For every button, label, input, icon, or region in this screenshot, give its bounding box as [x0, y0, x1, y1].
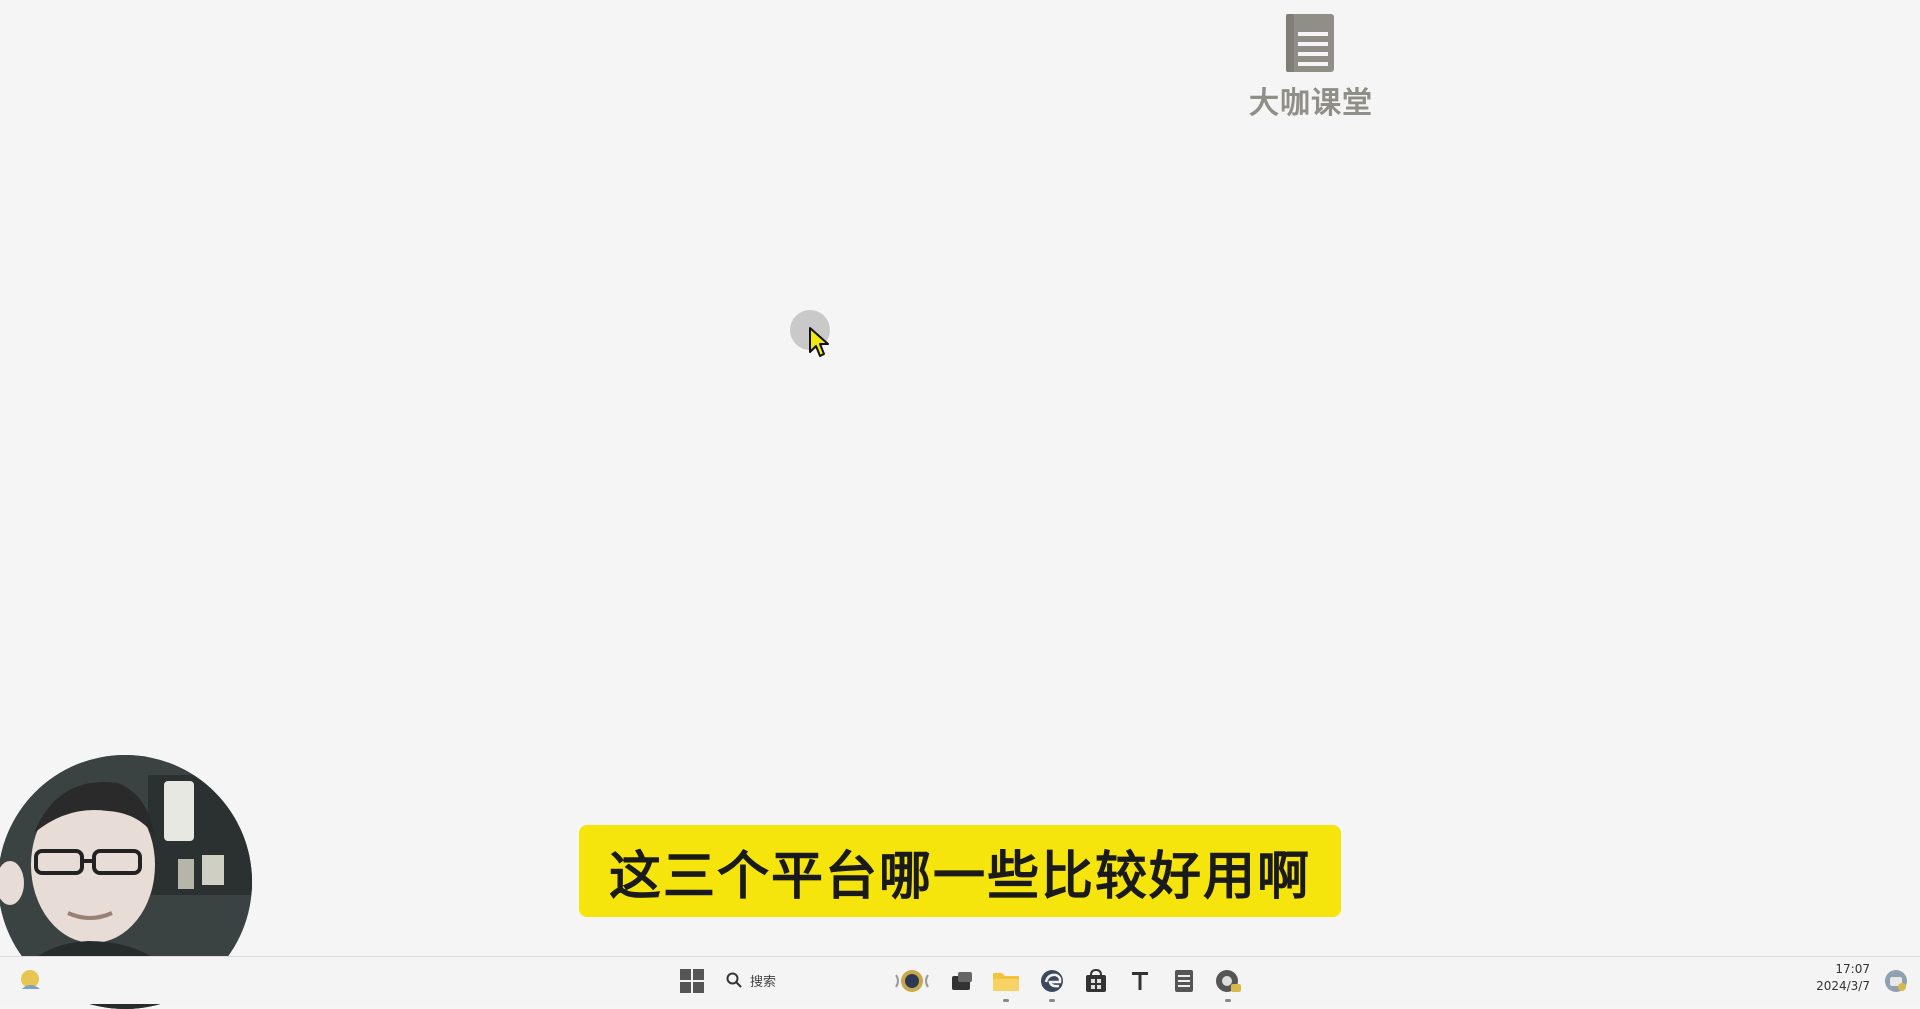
task-view-button[interactable] [946, 965, 978, 997]
clock-time: 17:07 [1835, 962, 1870, 976]
active-indicator [1225, 999, 1231, 1002]
recorder-icon [1216, 970, 1241, 992]
widgets-button[interactable] [892, 965, 932, 997]
notepad-icon [1175, 970, 1193, 992]
recorder-button[interactable] [1212, 965, 1244, 1002]
desktop: 大咖课堂 这三个平台哪一些比较好用啊 [0, 12, 1386, 1009]
windows-logo-icon [680, 969, 704, 993]
store-bag-icon [1086, 968, 1106, 992]
active-indicator [1003, 999, 1009, 1002]
search-input[interactable]: 搜索 [726, 963, 886, 997]
typora-button[interactable] [1124, 965, 1156, 997]
book-icon [1286, 14, 1334, 72]
subtitle-text: 这三个平台哪一些比较好用啊 [608, 846, 1311, 907]
award-badge-icon [895, 970, 929, 992]
text-editor-icon [1132, 972, 1148, 990]
task-view-icon [952, 972, 972, 990]
system-clock[interactable]: 17:07 2024/3/7 [1790, 961, 1870, 995]
logo-text: 大咖课堂 [1249, 86, 1373, 121]
taskbar: 搜索 [0, 956, 1920, 1004]
edge-browser-icon [1041, 970, 1063, 992]
subtitle-caption: 这三个平台哪一些比较好用啊 [579, 825, 1341, 917]
search-icon [726, 972, 742, 988]
notification-icon [1885, 970, 1907, 992]
faded-window-title [88, 44, 388, 88]
cursor-arrow [809, 327, 829, 357]
weather-widget-icon[interactable] [16, 967, 46, 995]
edge-button[interactable] [1036, 965, 1068, 1002]
mouse-pointer-icon [788, 308, 832, 360]
file-explorer-button[interactable] [990, 965, 1022, 1002]
search-placeholder: 搜索 [750, 974, 777, 990]
store-button[interactable] [1080, 965, 1112, 997]
notification-button[interactable] [1880, 965, 1912, 997]
dakakt-logo: 大咖课堂 [1236, 12, 1386, 122]
active-indicator [1049, 999, 1055, 1002]
folder-icon [993, 973, 1019, 991]
clock-date: 2024/3/7 [1816, 979, 1870, 993]
notepad-button[interactable] [1168, 965, 1200, 997]
start-button[interactable] [676, 965, 708, 997]
